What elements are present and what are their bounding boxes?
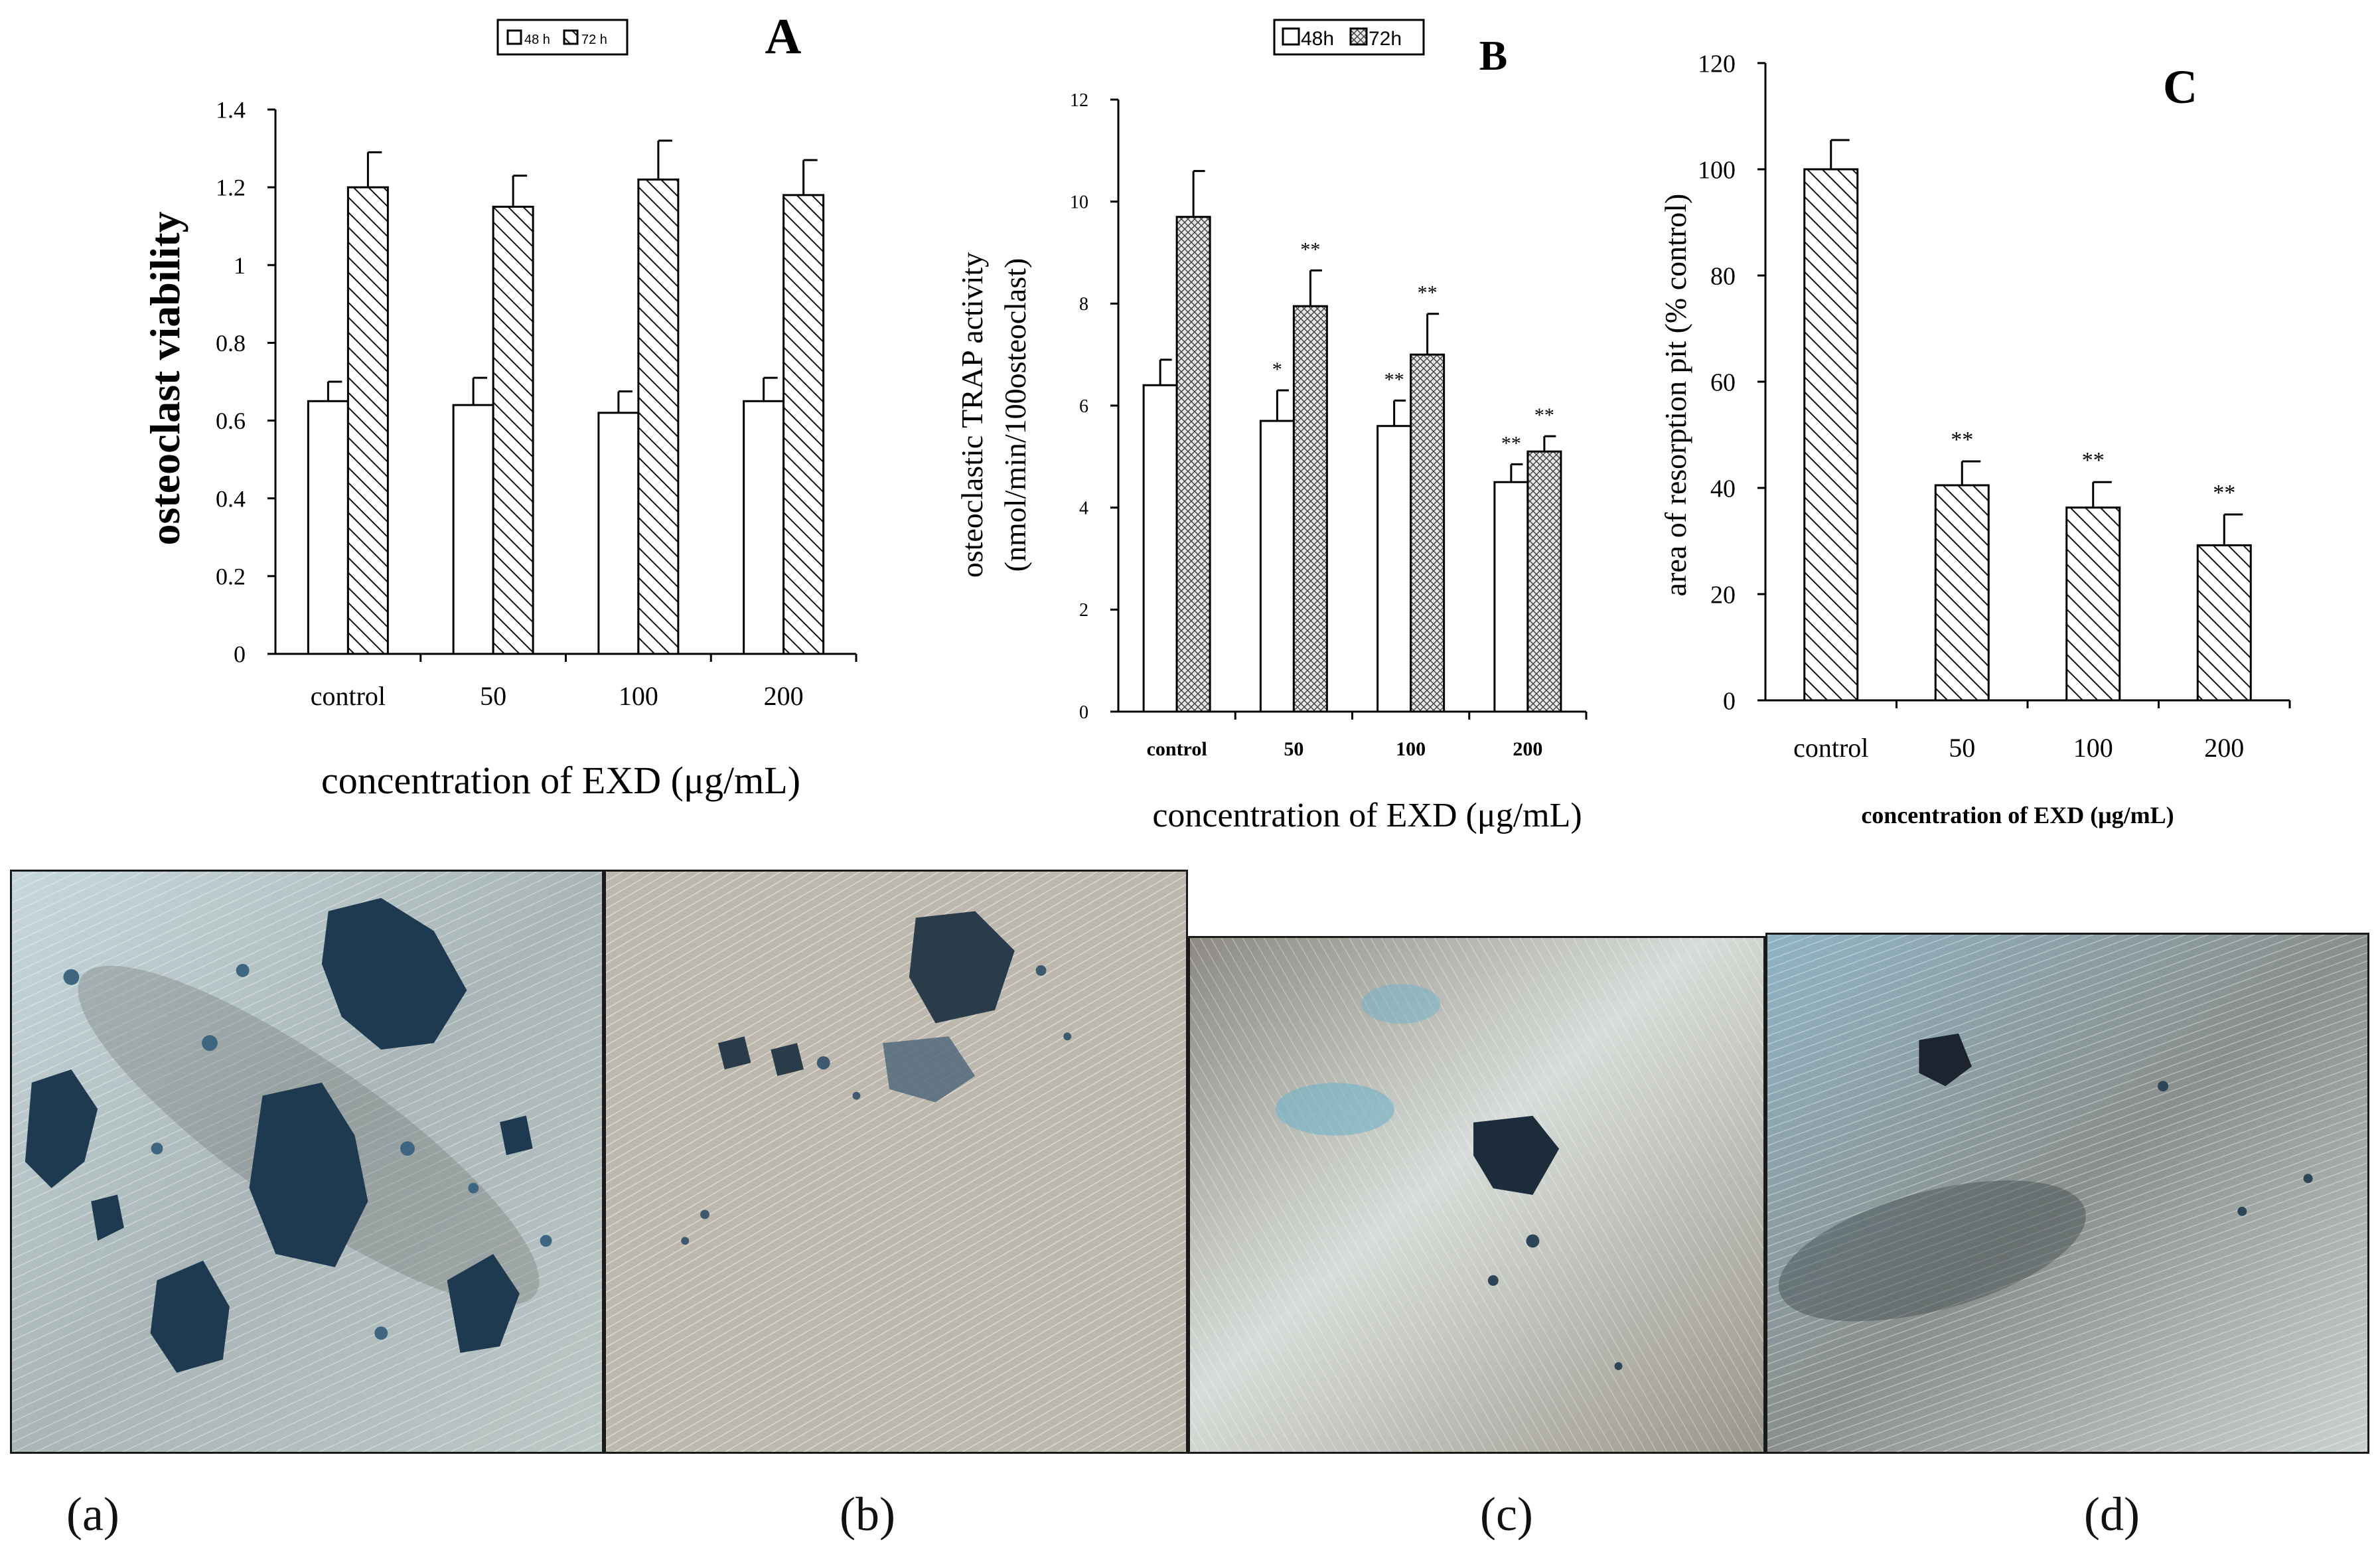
- y-tick-label: 10: [1070, 192, 1088, 212]
- bar: [1410, 353, 1446, 713]
- bar: [743, 400, 785, 655]
- y-tick-label: 0: [1723, 687, 1736, 715]
- x-tick-label: control: [1793, 733, 1868, 763]
- photo-label-d: (d): [2084, 1488, 2140, 1541]
- significance-mark: **: [1534, 404, 1554, 426]
- bar: [1934, 484, 1990, 702]
- chart-a-legend-label-1: 48 h: [524, 33, 550, 47]
- y-tick-label: 1.4: [216, 97, 246, 123]
- bar: [492, 205, 534, 655]
- significance-mark: **: [1951, 428, 1973, 452]
- bar: [1142, 384, 1178, 713]
- y-tick-label: 1.2: [216, 175, 246, 201]
- bar: [1376, 425, 1412, 713]
- significance-mark: **: [2082, 448, 2105, 473]
- chart-b-ylabel-line-1: osteoclastic TRAP activity: [955, 252, 989, 578]
- bar: [1493, 481, 1529, 713]
- bar: [1526, 450, 1562, 713]
- bar: [782, 194, 825, 655]
- x-tick-label: 200: [764, 681, 804, 711]
- significance-mark: **: [1384, 368, 1404, 390]
- y-tick-label: 100: [1698, 156, 1736, 184]
- photo-label-b: (b): [840, 1488, 895, 1541]
- y-tick-label: 6: [1079, 396, 1088, 417]
- micrograph-a: [10, 870, 604, 1454]
- bar: [1292, 305, 1328, 713]
- chart-b-legend-label-2: 72h: [1369, 28, 1402, 50]
- y-tick-label: 60: [1710, 368, 1736, 396]
- photo-label-a: (a): [66, 1488, 119, 1541]
- chart-figure: A B C 48 h 72 h 48h 72h osteoclast viabi…: [141, 9, 2291, 834]
- bar: [1259, 420, 1295, 713]
- y-tick-label: 0: [1079, 702, 1088, 723]
- chart-b-title: B: [1479, 32, 1508, 79]
- bar: [2065, 507, 2121, 702]
- chart-c-xlabel: concentration of EXD (μg/mL): [1861, 802, 2174, 828]
- x-tick-label: control: [1147, 738, 1207, 760]
- chart-c-ylabel: area of resorption pit (% control): [1659, 194, 1692, 597]
- y-tick-label: 0: [234, 641, 246, 668]
- photo-label-c: (c): [1480, 1488, 1533, 1541]
- significance-mark: **: [1300, 238, 1320, 260]
- y-tick-label: 0.6: [216, 408, 246, 434]
- chart-b-legend-label-1: 48h: [1301, 28, 1334, 50]
- chart-b-ylabel-line-2: (nmol/min/100osteoclast): [998, 258, 1032, 572]
- bar: [597, 412, 640, 655]
- x-tick-label: control: [311, 681, 386, 711]
- micrograph-c: [1188, 936, 1765, 1454]
- significance-mark: **: [1418, 282, 1438, 304]
- x-tick-label: 50: [1284, 738, 1303, 760]
- chart-a-xlabel: concentration of EXD (μg/mL): [321, 759, 800, 802]
- x-tick-label: 50: [1949, 733, 1975, 763]
- chart-a-ylabel: osteoclast viability: [141, 211, 188, 545]
- y-tick-label: 4: [1079, 498, 1088, 518]
- y-tick-label: 2: [1079, 600, 1088, 621]
- bar: [1175, 216, 1211, 713]
- y-tick-label: 120: [1698, 50, 1736, 78]
- bar: [637, 178, 680, 655]
- chart-a-title: A: [765, 9, 802, 64]
- chart-a-legend: 48 h 72 h: [496, 19, 629, 56]
- y-tick-label: 20: [1710, 581, 1736, 609]
- significance-mark: *: [1272, 358, 1282, 380]
- y-tick-label: 8: [1079, 294, 1088, 315]
- chart-c-plot: 0 20 40 60 80 100 120 control 50 ** 100 ** 200 **: [1698, 50, 2291, 763]
- x-tick-label: 50: [480, 681, 506, 711]
- bar: [452, 404, 494, 655]
- chart-a-legend-label-2: 72 h: [581, 33, 607, 47]
- significance-mark: **: [2213, 481, 2235, 505]
- y-tick-label: 80: [1710, 262, 1736, 290]
- chart-b-xlabel: concentration of EXD (μg/mL): [1152, 797, 1582, 834]
- y-tick-label: 0.8: [216, 330, 246, 356]
- y-tick-label: 12: [1070, 90, 1088, 111]
- chart-a-plot: 0 0.2 0.4 0.6 0.8 1 1.2 1.4 control 50 100 200: [216, 97, 857, 711]
- bar: [346, 186, 389, 655]
- y-tick-label: 0.4: [216, 485, 246, 512]
- bar: [1803, 168, 1859, 702]
- x-tick-label: 200: [1513, 738, 1542, 760]
- y-tick-label: 0.2: [216, 563, 246, 589]
- x-tick-label: 100: [1396, 738, 1426, 760]
- y-tick-label: 1: [234, 252, 246, 279]
- bar: [307, 400, 349, 655]
- bar: [2196, 544, 2252, 702]
- chart-b-legend: 48h 72h: [1273, 19, 1425, 56]
- chart-c-title: C: [2163, 60, 2197, 114]
- x-tick-label: 100: [619, 681, 658, 711]
- x-tick-label: 100: [2073, 733, 2113, 763]
- micrograph-d: [1765, 933, 2369, 1454]
- x-tick-label: 200: [2204, 733, 2244, 763]
- micrograph-b: [604, 870, 1188, 1454]
- y-tick-label: 40: [1710, 475, 1736, 503]
- significance-mark: **: [1501, 432, 1521, 454]
